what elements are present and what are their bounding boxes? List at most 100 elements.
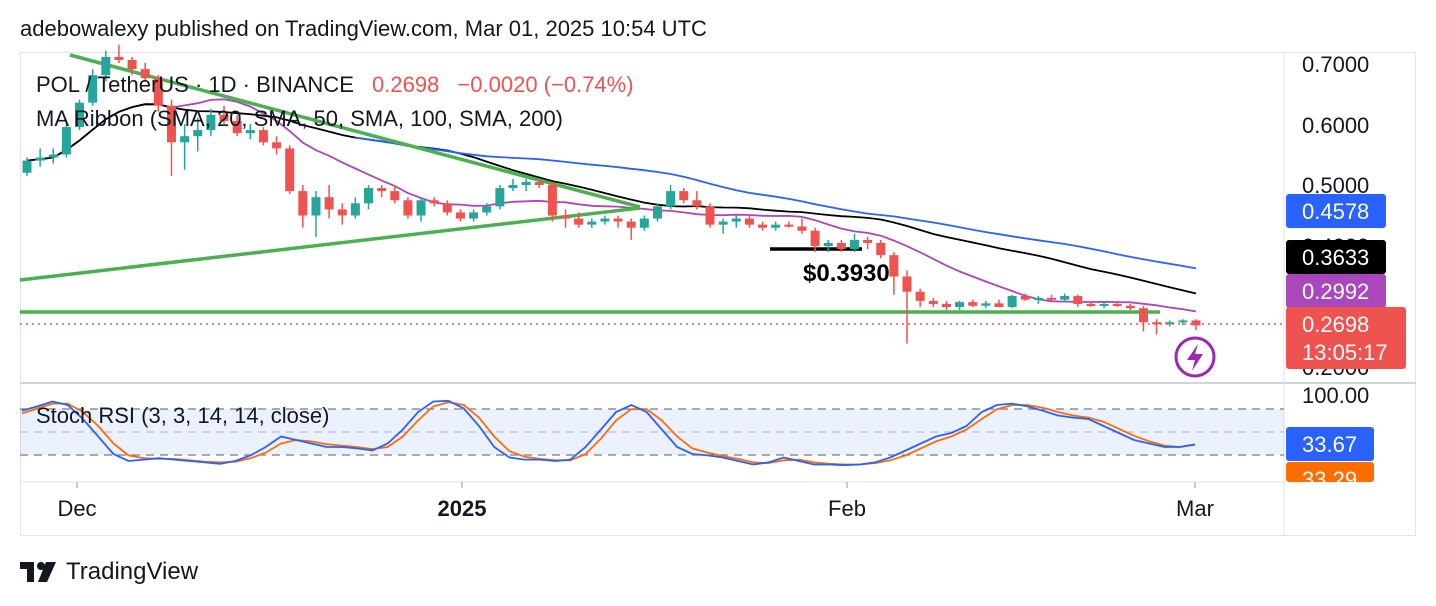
candle[interactable] [613,215,623,228]
candle[interactable] [547,181,557,222]
candle[interactable] [245,124,255,140]
candle[interactable] [1047,294,1057,301]
stoch-rsi-legend[interactable]: Stoch RSI (3, 3, 14, 14, close) [36,403,329,428]
candle[interactable] [469,209,479,222]
candle[interactable] [626,218,636,240]
candle[interactable] [652,203,662,222]
candle[interactable] [600,215,610,225]
candle[interactable] [61,124,71,158]
candle[interactable] [561,209,571,228]
sma-purple-line[interactable] [26,98,1197,313]
candle[interactable] [377,185,387,198]
candle[interactable] [127,56,137,76]
candle[interactable] [206,108,216,137]
candle[interactable] [666,185,676,210]
sma-blue-line[interactable] [355,136,1197,270]
candle[interactable] [180,124,190,170]
sma-black-line[interactable] [26,103,1197,295]
candle[interactable] [679,188,689,204]
candle[interactable] [587,218,597,228]
stoch-k-line[interactable] [21,399,1196,467]
candle[interactable] [1165,320,1175,327]
lightning-icon[interactable] [1174,336,1216,378]
trendline-descending[interactable] [69,53,641,209]
candle[interactable] [718,218,728,234]
candle[interactable] [928,297,938,307]
candle[interactable] [1073,294,1083,307]
candle[interactable] [403,197,413,219]
candle[interactable] [495,185,505,210]
candle[interactable] [166,99,176,176]
stoch-d-line[interactable] [21,401,1196,466]
candle[interactable] [88,69,98,106]
candle[interactable] [574,212,584,228]
candle[interactable] [22,157,32,176]
candle[interactable] [272,136,282,155]
candle[interactable] [455,209,465,222]
candle[interactable] [1033,296,1043,304]
candle[interactable] [1152,319,1162,335]
candle[interactable] [863,236,873,250]
candle[interactable] [639,215,649,231]
candle[interactable] [836,239,846,253]
candle[interactable] [915,288,925,307]
candle[interactable] [758,221,768,231]
candle[interactable] [797,218,807,234]
candle[interactable] [416,197,426,222]
candle[interactable] [1178,319,1188,326]
candle[interactable] [350,197,360,219]
candle[interactable] [101,50,111,82]
candle[interactable] [1060,293,1070,303]
candle[interactable] [364,185,374,210]
candle[interactable] [784,221,794,228]
candle[interactable] [889,252,899,295]
candle[interactable] [731,215,741,228]
candle[interactable] [1138,305,1148,332]
candle[interactable] [508,178,518,192]
candle[interactable] [521,178,531,192]
candle[interactable] [1007,294,1017,309]
candle[interactable] [902,270,912,344]
candle[interactable] [442,200,452,216]
candle[interactable] [482,203,492,216]
candle[interactable] [35,148,45,167]
candle[interactable] [140,63,150,82]
candle[interactable] [311,191,321,237]
candle[interactable] [1086,300,1096,307]
footer-brand[interactable]: TradingView [20,558,198,586]
candle[interactable] [337,203,347,225]
candle[interactable] [968,299,978,307]
candle[interactable] [298,185,308,228]
candle[interactable] [955,300,965,311]
candle[interactable] [810,227,820,253]
candle[interactable] [114,44,124,63]
candle[interactable] [981,300,991,309]
ma-ribbon-legend[interactable]: MA Ribbon (SMA, 20, SMA, 50, SMA, 100, S… [36,106,563,131]
candle[interactable] [232,114,242,137]
candle[interactable] [1020,293,1030,301]
candle[interactable] [994,299,1004,307]
candle[interactable] [258,127,268,146]
candle[interactable] [1112,300,1122,307]
candle[interactable] [324,185,334,219]
trendline-ascending[interactable] [19,206,641,282]
candle[interactable] [744,215,754,228]
candle[interactable] [941,300,951,311]
candle[interactable] [153,75,163,112]
candle[interactable] [390,185,400,204]
candle[interactable] [48,148,58,164]
candle[interactable] [876,239,886,259]
candle[interactable] [219,105,229,124]
candle[interactable] [429,197,439,207]
candle[interactable] [1099,302,1109,309]
candle[interactable] [771,221,781,231]
candle[interactable] [692,191,702,210]
candle[interactable] [823,239,833,253]
candle[interactable] [285,145,295,195]
candle[interactable] [705,203,715,228]
candle[interactable] [193,117,203,152]
candle[interactable] [534,178,544,189]
candle[interactable] [849,233,859,253]
candle[interactable] [1125,303,1135,311]
